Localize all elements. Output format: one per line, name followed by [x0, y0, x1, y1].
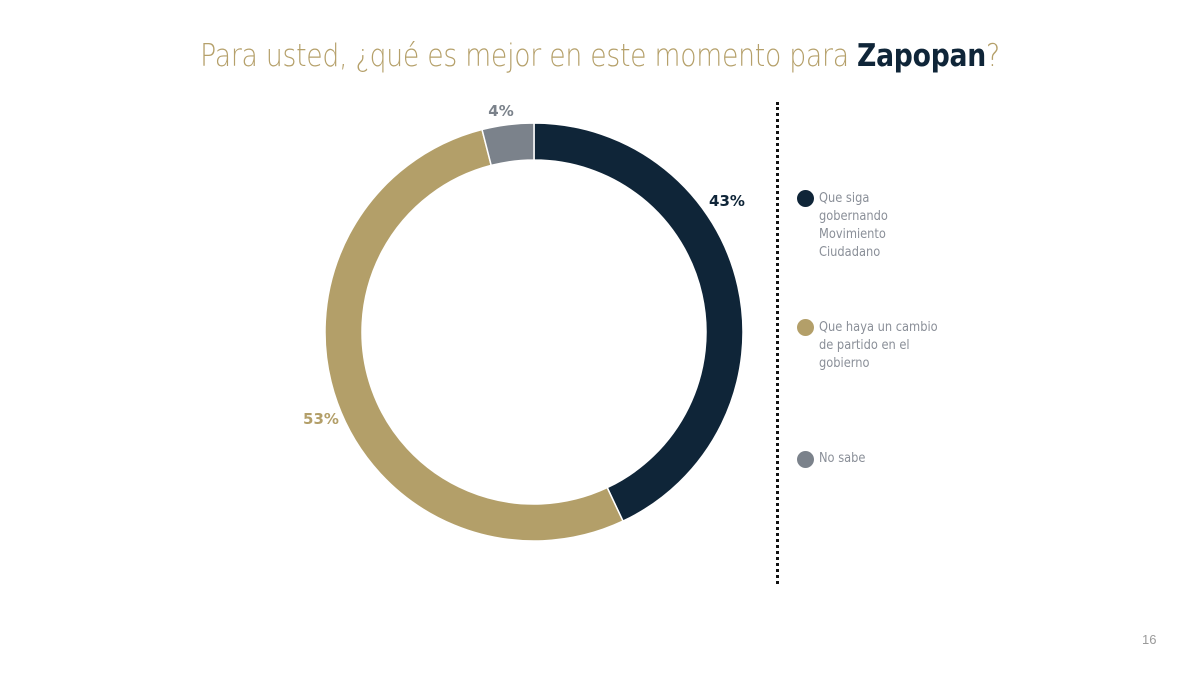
chart-title: Para usted, ¿qué es mejor en este moment… [84, 38, 1116, 74]
donut-slices [324, 122, 744, 542]
legend-dot [797, 319, 814, 336]
page-number: 16 [1142, 632, 1157, 647]
donut-slice-2 [481, 122, 535, 167]
legend-dot [797, 190, 814, 207]
title-highlight: Zapopan [857, 38, 986, 74]
legend-label: No sabe [819, 451, 866, 466]
legend-dot [797, 451, 814, 468]
legend-item-movimiento-ciudadano: Que siga gobernando Movimiento Ciudadano [797, 190, 954, 262]
donut-slice-0 [533, 122, 744, 523]
legend-item-cambio-partido: Que haya un cambio de partido en el gobi… [797, 319, 954, 373]
donut-labels: 43% 53% 4% [303, 102, 745, 428]
legend-label: Que haya un cambio de partido en el gobi… [819, 320, 938, 371]
legend-label: Que siga gobernando Movimiento Ciudadano [819, 191, 888, 260]
legend-divider [776, 102, 779, 584]
data-label-1: 53% [303, 410, 339, 428]
data-label-2: 4% [488, 102, 513, 120]
data-label-0: 43% [709, 192, 745, 210]
donut-slice-1 [324, 128, 624, 542]
title-prefix: Para usted, ¿qué es mejor en este moment… [200, 38, 858, 74]
legend-item-no-sabe: No sabe [797, 450, 954, 468]
title-suffix: ? [985, 38, 1000, 74]
